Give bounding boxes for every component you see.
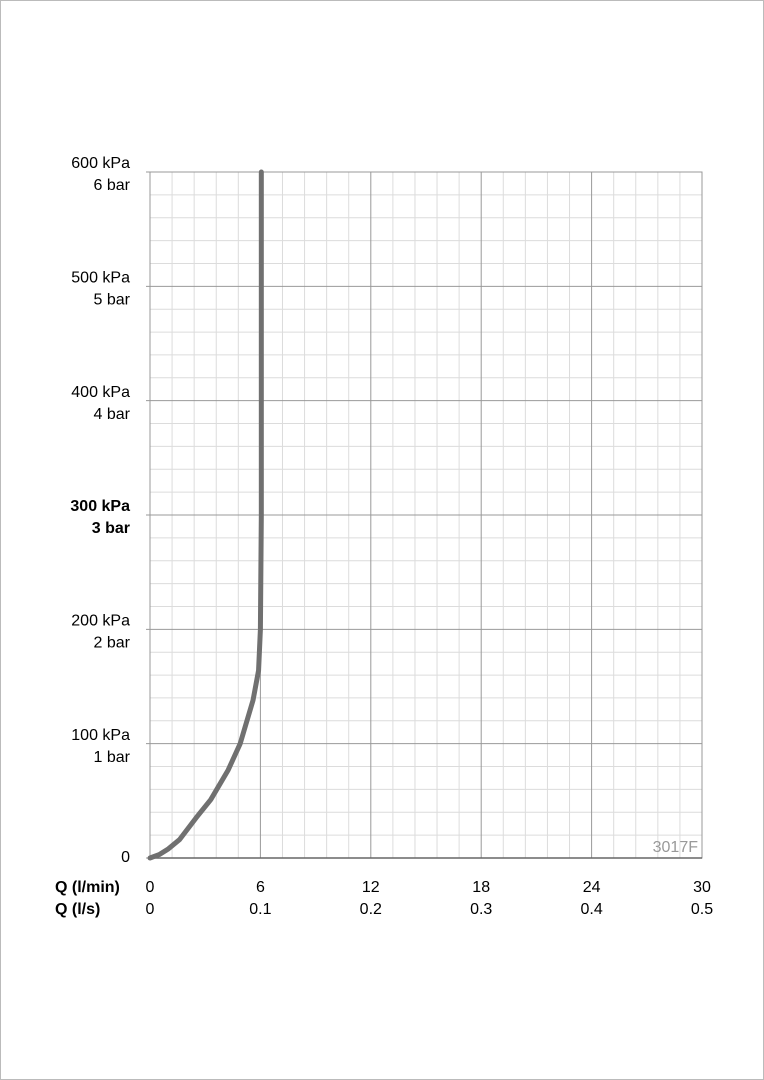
y-tick-label: 200 kPa: [71, 613, 130, 630]
y-tick-label: 600 kPa: [71, 155, 130, 172]
y-tick-label: 400 kPa: [71, 384, 130, 401]
y-tick-label: 500 kPa: [71, 270, 130, 287]
y-tick-label: 100 kPa: [71, 727, 130, 744]
y2-tick-label: 6 bar: [94, 177, 131, 194]
annotation: 3017F: [653, 839, 699, 856]
y2-tick-label: 5 bar: [94, 292, 131, 309]
x-tick-label: 24: [583, 879, 601, 896]
y2-tick-label: 1 bar: [94, 749, 131, 766]
x-tick-label: 6: [256, 879, 265, 896]
x-tick-label: 30: [693, 879, 711, 896]
x-tick-label: 0: [146, 879, 155, 896]
x2-axis-label: Q (l/s): [55, 901, 100, 918]
y-tick-label: 300 kPa: [70, 498, 130, 515]
y2-tick-label: 2 bar: [94, 635, 131, 652]
x2-tick-label: 0.5: [691, 901, 713, 918]
x-tick-label: 18: [472, 879, 490, 896]
labels: 0 6 12 18 24 30 0 0.1 0.2 0.3 0.4 0.5 0 100 kPa 200 kP…: [55, 155, 713, 918]
x2-tick-label: 0.3: [470, 901, 492, 918]
y2-tick-label: 3 bar: [92, 520, 130, 537]
x2-tick-label: 0: [146, 901, 155, 918]
data-line: [147, 169, 264, 861]
x2-tick-label: 0.2: [360, 901, 382, 918]
y2-tick-label: 4 bar: [94, 406, 131, 423]
x-tick-label: 12: [362, 879, 380, 896]
y-tick-label: 0: [121, 849, 130, 866]
x2-tick-label: 0.1: [249, 901, 271, 918]
x-axis-label: Q (l/min): [55, 879, 120, 896]
x2-tick-label: 0.4: [580, 901, 602, 918]
